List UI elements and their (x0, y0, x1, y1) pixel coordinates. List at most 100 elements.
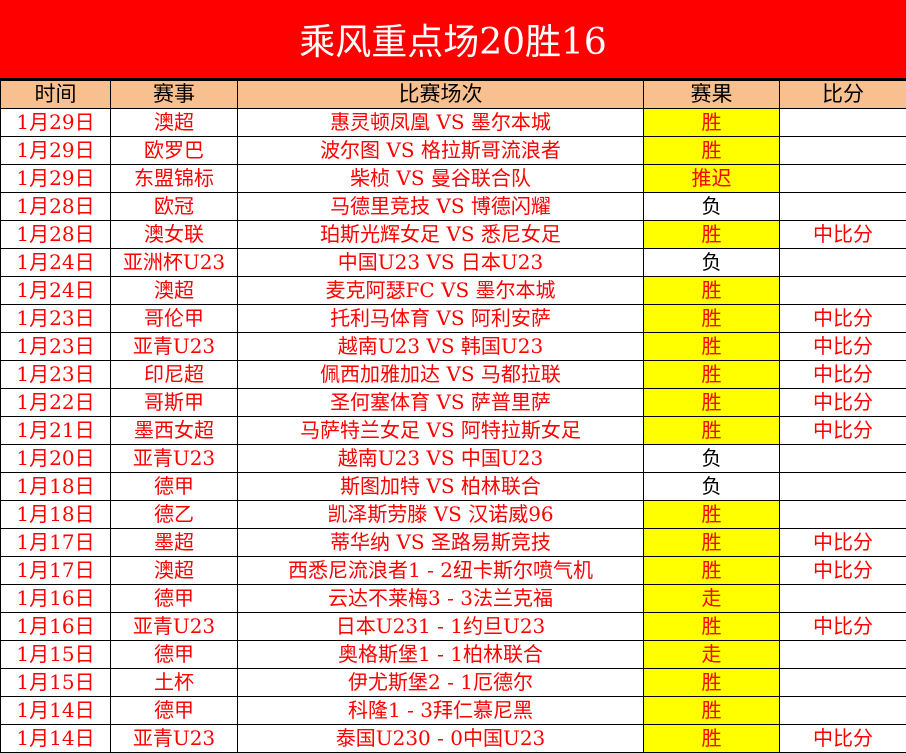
table-row: 1月24日 澳超 麦克阿瑟FC VS 墨尔本城胜 (0, 276, 906, 305)
score-cell (779, 696, 906, 725)
page-title: 乘风重点场20胜16 (0, 0, 906, 80)
match-cell: 马德里竞技 VS 博德闪耀 (237, 192, 644, 221)
date-cell: 1月15日 (0, 668, 111, 697)
table-row: 1月29日 澳超 惠灵顿凤凰 VS 墨尔本城胜 (0, 108, 906, 137)
table-row: 1月22日 哥斯甲 圣何塞体育 VS 萨普里萨胜中比分 (0, 388, 906, 417)
date-cell: 1月17日 (0, 556, 111, 585)
score-cell: 中比分 (779, 304, 906, 333)
result-cell: 负 (643, 248, 780, 277)
match-cell: 圣何塞体育 VS 萨普里萨 (237, 388, 644, 417)
result-cell: 胜 (643, 416, 780, 445)
date-cell: 1月23日 (0, 332, 111, 361)
score-cell: 中比分 (779, 360, 906, 389)
league-cell: 墨西女超 (110, 416, 238, 445)
league-cell: 澳超 (110, 276, 238, 305)
date-cell: 1月29日 (0, 108, 111, 137)
match-cell: 柴桢 VS 曼谷联合队 (237, 164, 644, 193)
league-cell: 德乙 (110, 500, 238, 529)
result-cell: 胜 (643, 332, 780, 361)
date-cell: 1月29日 (0, 164, 111, 193)
result-cell: 胜 (643, 360, 780, 389)
league-cell: 德甲 (110, 696, 238, 725)
result-cell: 胜 (643, 388, 780, 417)
result-cell: 胜 (643, 500, 780, 529)
header-date: 时间 (0, 80, 111, 109)
date-cell: 1月20日 (0, 444, 111, 473)
score-cell (779, 192, 906, 221)
table-row: 1月16日 德甲 云达不莱梅3 - 3法兰克福走 (0, 584, 906, 613)
date-cell: 1月18日 (0, 472, 111, 501)
result-cell: 胜 (643, 276, 780, 305)
score-cell: 中比分 (779, 724, 906, 753)
match-cell: 蒂华纳 VS 圣路易斯竞技 (237, 528, 644, 557)
match-cell: 惠灵顿凤凰 VS 墨尔本城 (237, 108, 644, 137)
league-cell: 欧冠 (110, 192, 238, 221)
score-cell (779, 136, 906, 165)
date-cell: 1月16日 (0, 612, 111, 641)
score-cell: 中比分 (779, 388, 906, 417)
result-cell: 推迟 (643, 164, 780, 193)
table-row: 1月23日 哥伦甲 托利马体育 VS 阿利安萨胜中比分 (0, 304, 906, 333)
match-cell: 日本U231 - 1约旦U23 (237, 612, 644, 641)
table-row: 1月29日 东盟锦标 柴桢 VS 曼谷联合队 推迟 (0, 164, 906, 193)
date-cell: 1月17日 (0, 528, 111, 557)
result-cell: 负 (643, 444, 780, 473)
league-cell: 亚青U23 (110, 724, 238, 753)
match-cell: 泰国U230 - 0中国U23 (237, 724, 644, 753)
score-cell (779, 640, 906, 669)
league-cell: 墨超 (110, 528, 238, 557)
league-cell: 东盟锦标 (110, 164, 238, 193)
result-cell: 胜 (643, 304, 780, 333)
result-cell: 胜 (643, 556, 780, 585)
score-cell (779, 500, 906, 529)
date-cell: 1月23日 (0, 304, 111, 333)
match-cell: 西悉尼流浪者1 - 2纽卡斯尔喷气机 (237, 556, 644, 585)
match-cell: 托利马体育 VS 阿利安萨 (237, 304, 644, 333)
header-row: 时间 赛事 比赛场次 赛果 比分 (0, 80, 906, 109)
table-row: 1月18日 德乙 凯泽斯劳滕 VS 汉诺威96 胜 (0, 500, 906, 529)
league-cell: 澳超 (110, 108, 238, 137)
result-cell: 胜 (643, 220, 780, 249)
league-cell: 亚青U23 (110, 612, 238, 641)
result-cell: 胜 (643, 108, 780, 137)
match-cell: 越南U23 VS 中国U23 (237, 444, 644, 473)
match-cell: 波尔图 VS 格拉斯哥流浪者 (237, 136, 644, 165)
header-league: 赛事 (110, 80, 238, 109)
table-row: 1月20日 亚青U23 越南U23 VS 中国U23 负 (0, 444, 906, 473)
league-cell: 亚青U23 (110, 332, 238, 361)
league-cell: 亚洲杯U23 (110, 248, 238, 277)
match-cell: 凯泽斯劳滕 VS 汉诺威96 (237, 500, 644, 529)
result-cell: 负 (643, 472, 780, 501)
result-cell: 胜 (643, 528, 780, 557)
table-row: 1月21日 墨西女超 马萨特兰女足 VS 阿特拉斯女足胜中比分 (0, 416, 906, 445)
table-row: 1月15日 德甲 奥格斯堡1 - 1柏林联合走 (0, 640, 906, 669)
date-cell: 1月29日 (0, 136, 111, 165)
score-cell (779, 248, 906, 277)
table-row: 1月17日 墨超 蒂华纳 VS 圣路易斯竞技胜中比分 (0, 528, 906, 557)
table-row: 1月17日 澳超 西悉尼流浪者1 - 2纽卡斯尔喷气机胜中比分 (0, 556, 906, 585)
table-row: 1月18日 德甲 斯图加特 VS 柏林联合负 (0, 472, 906, 501)
match-cell: 奥格斯堡1 - 1柏林联合 (237, 640, 644, 669)
league-cell: 印尼超 (110, 360, 238, 389)
result-cell: 胜 (643, 136, 780, 165)
league-cell: 澳超 (110, 556, 238, 585)
table-row: 1月15日 土杯 伊尤斯堡2 - 1厄德尔胜 (0, 668, 906, 697)
match-cell: 珀斯光辉女足 VS 悉尼女足 (237, 220, 644, 249)
result-cell: 负 (643, 192, 780, 221)
match-cell: 马萨特兰女足 VS 阿特拉斯女足 (237, 416, 644, 445)
date-cell: 1月24日 (0, 276, 111, 305)
date-cell: 1月28日 (0, 192, 111, 221)
league-cell: 德甲 (110, 640, 238, 669)
date-cell: 1月21日 (0, 416, 111, 445)
score-cell: 中比分 (779, 332, 906, 361)
table-row: 1月14日 亚青U23 泰国U230 - 0中国U23 胜中比分 (0, 724, 906, 753)
result-cell: 胜 (643, 612, 780, 641)
score-cell (779, 444, 906, 473)
header-result: 赛果 (643, 80, 780, 109)
match-cell: 云达不莱梅3 - 3法兰克福 (237, 584, 644, 613)
score-cell: 中比分 (779, 556, 906, 585)
score-cell (779, 472, 906, 501)
league-cell: 德甲 (110, 584, 238, 613)
header-score: 比分 (779, 80, 906, 109)
table-row: 1月28日 澳女联 珀斯光辉女足 VS 悉尼女足胜中比分 (0, 220, 906, 249)
